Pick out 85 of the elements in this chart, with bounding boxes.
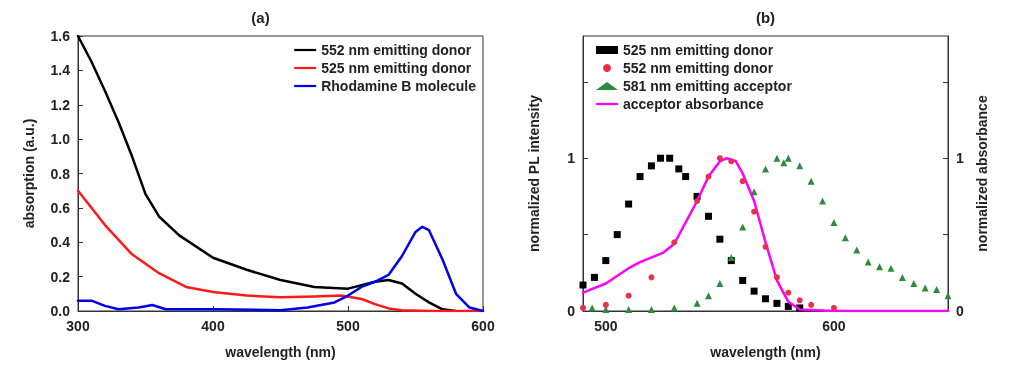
point xyxy=(944,292,952,300)
y-tick-label: 0.6 xyxy=(50,199,71,216)
point xyxy=(933,286,941,294)
y-tick-label: 0.4 xyxy=(50,234,71,251)
y-axis-title: absorption (a.u.) xyxy=(21,118,37,229)
point xyxy=(773,154,781,162)
point xyxy=(580,304,586,311)
legend-label: 525 nm emitting donor xyxy=(321,60,472,76)
y-tick-label: 0.8 xyxy=(50,165,71,182)
point xyxy=(773,299,781,307)
point xyxy=(796,297,803,304)
point xyxy=(739,276,747,284)
point xyxy=(921,284,929,292)
point xyxy=(671,239,678,246)
y-tick-label: 1.2 xyxy=(50,96,71,113)
point xyxy=(625,292,632,299)
point xyxy=(785,289,792,296)
x-tick-label: 600 xyxy=(471,318,495,334)
point xyxy=(666,154,674,162)
point xyxy=(762,295,769,303)
point xyxy=(647,305,655,313)
chart-title: (b) xyxy=(755,9,776,26)
x-tick-label: 400 xyxy=(201,318,225,334)
point xyxy=(728,158,735,165)
point xyxy=(750,287,758,295)
point xyxy=(602,301,609,308)
point xyxy=(657,154,665,162)
point xyxy=(704,212,712,220)
point xyxy=(682,173,690,181)
point xyxy=(819,197,827,205)
point xyxy=(784,154,792,162)
legend-label: 525 nm emitting donor xyxy=(623,42,774,58)
point xyxy=(762,243,769,250)
point xyxy=(704,292,712,300)
point xyxy=(590,273,598,281)
x-axis-title: wavelength (nm) xyxy=(709,344,821,360)
point xyxy=(647,162,655,170)
point xyxy=(739,178,746,185)
point xyxy=(648,274,655,281)
point xyxy=(910,280,918,287)
y2-tick-label: 1 xyxy=(956,150,964,167)
point xyxy=(898,273,906,281)
y-tick-label: 0.2 xyxy=(50,268,71,285)
x-tick-label: 600 xyxy=(822,318,846,334)
y-tick-label: 0.0 xyxy=(50,303,71,319)
legend-label: Rhodamine B molecule xyxy=(321,78,477,94)
legend-label: 552 nm emitting donor xyxy=(321,42,472,58)
y-tick-label: 1.6 xyxy=(50,28,71,44)
point xyxy=(625,305,633,313)
point xyxy=(887,264,895,272)
x-tick-label: 500 xyxy=(594,318,618,334)
point xyxy=(751,208,758,215)
point xyxy=(830,304,837,311)
point xyxy=(625,200,633,208)
point xyxy=(716,235,724,243)
point xyxy=(807,177,815,185)
legend-label: acceptor absorbance xyxy=(623,96,765,112)
point xyxy=(864,258,872,266)
legend-label: 552 nm emitting donor xyxy=(623,60,774,76)
point xyxy=(694,198,701,204)
point xyxy=(675,165,683,173)
point xyxy=(762,165,769,173)
point xyxy=(705,173,712,180)
point xyxy=(693,299,701,307)
point xyxy=(716,280,724,287)
x-tick-label: 500 xyxy=(336,318,360,334)
y2-tick-label: 0 xyxy=(956,303,964,319)
point xyxy=(579,281,587,289)
y-tick-label: 1.0 xyxy=(50,131,71,148)
point xyxy=(613,231,621,239)
point xyxy=(636,173,644,181)
x-axis-title: wavelength (nm) xyxy=(224,344,336,360)
y-axis-title: normalized PL intensity xyxy=(526,94,542,252)
point xyxy=(808,301,815,308)
point xyxy=(716,155,723,162)
x-tick-label: 300 xyxy=(66,318,90,334)
legend-label: 581 nm emitting acceptor xyxy=(623,78,793,94)
chart-title: (a) xyxy=(251,9,270,26)
point xyxy=(841,234,849,242)
y-tick-label: 1.4 xyxy=(50,62,71,79)
y2-axis-title: normalized absorbance xyxy=(973,95,990,252)
point xyxy=(773,274,780,281)
point xyxy=(602,257,610,265)
point xyxy=(830,218,838,226)
point xyxy=(876,263,884,271)
